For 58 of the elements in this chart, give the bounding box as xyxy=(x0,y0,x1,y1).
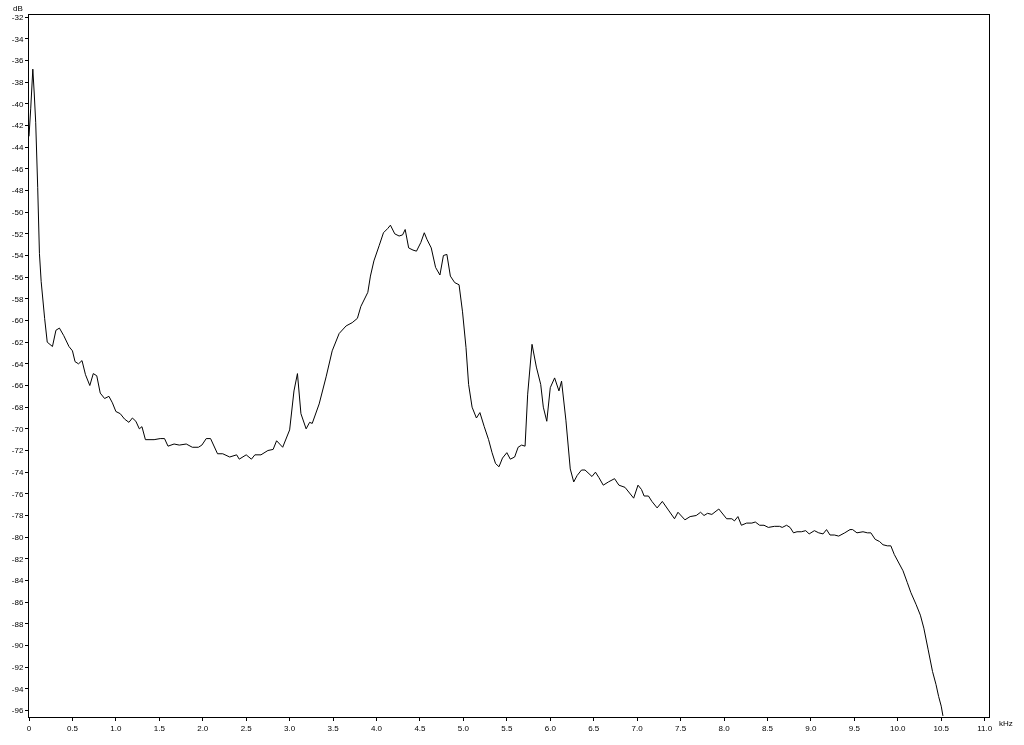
x-tick-label: 0 xyxy=(26,723,32,733)
y-tick-label: -42 xyxy=(11,121,24,131)
y-tick-label: -92 xyxy=(11,662,24,672)
x-tick-label: 2.0 xyxy=(197,723,209,733)
y-tick-label: -86 xyxy=(11,597,24,607)
y-tick-label: -82 xyxy=(11,554,24,564)
y-tick-label: -44 xyxy=(11,142,24,152)
x-tick-label: 9.5 xyxy=(848,723,861,733)
y-tick-label: -56 xyxy=(11,272,24,282)
y-tick-label: -96 xyxy=(11,706,24,716)
y-tick-label: -80 xyxy=(11,532,24,542)
x-tick-label: 10.5 xyxy=(933,723,950,733)
y-tick-label: -52 xyxy=(11,229,24,239)
x-tick-label: 4.5 xyxy=(414,723,427,733)
y-tick-label: -40 xyxy=(11,99,24,109)
x-tick-label: 5.5 xyxy=(501,723,513,733)
y-tick-label: -46 xyxy=(11,164,24,174)
x-tick-label: 0.5 xyxy=(66,723,79,733)
x-tick-label: 7.5 xyxy=(675,723,687,733)
y-tick-label: -74 xyxy=(11,467,24,477)
y-tick-label: -94 xyxy=(11,684,24,694)
y-tick-label: -66 xyxy=(11,381,24,391)
x-tick-label: 4.0 xyxy=(370,723,383,733)
x-tick-label: 5.0 xyxy=(457,723,470,733)
y-axis-title: dB xyxy=(13,4,23,13)
x-tick-label: 8.5 xyxy=(761,723,774,733)
y-tick-label: -60 xyxy=(11,316,24,326)
y-tick-label: -62 xyxy=(11,337,24,347)
x-tick-label: 1.0 xyxy=(110,723,122,733)
y-tick-label: -90 xyxy=(11,641,24,651)
y-tick-label: -38 xyxy=(11,77,24,87)
x-tick-label: 11.0 xyxy=(977,723,993,733)
y-tick-label: -32 xyxy=(11,12,24,22)
x-tick-label: 3.5 xyxy=(327,723,340,733)
x-axis-title: kHz xyxy=(999,719,1013,728)
x-tick-label: 1.5 xyxy=(153,723,166,733)
x-tick-label: 7.0 xyxy=(631,723,644,733)
y-tick-label: -76 xyxy=(11,489,24,499)
x-tick-label: 10.0 xyxy=(889,723,907,733)
x-tick-label: 3.0 xyxy=(284,723,296,733)
y-tick-label: -88 xyxy=(11,619,24,629)
x-tick-label: 6.5 xyxy=(588,723,600,733)
y-tick-label: -68 xyxy=(11,402,24,412)
y-tick-label: -50 xyxy=(11,207,24,217)
y-tick-label: -64 xyxy=(11,359,24,369)
y-tick-label: -54 xyxy=(11,251,24,261)
y-tick-label: -34 xyxy=(11,34,24,44)
y-tick-label: -78 xyxy=(11,511,24,521)
y-tick-label: -72 xyxy=(11,446,24,456)
y-tick-label: -58 xyxy=(11,294,24,304)
x-tick-label: 9.0 xyxy=(805,723,818,733)
x-tick-label: 2.5 xyxy=(240,723,253,733)
y-tick-label: -84 xyxy=(11,576,24,586)
x-tick-label: 8.0 xyxy=(718,723,731,733)
x-tick-label: 6.0 xyxy=(544,723,557,733)
y-tick-label: -48 xyxy=(11,186,24,196)
y-tick-label: -70 xyxy=(11,424,24,434)
y-tick-label: -36 xyxy=(11,56,24,66)
